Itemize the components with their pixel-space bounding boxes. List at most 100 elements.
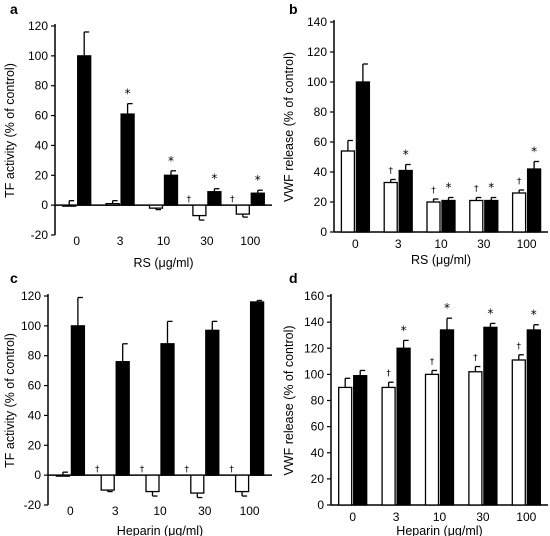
- bar: [424, 373, 440, 506]
- y-tick-label: 100: [28, 49, 48, 63]
- y-tick-label: 80: [35, 79, 49, 93]
- y-tick-label: 100: [307, 75, 327, 89]
- significance-marker: *: [444, 301, 450, 315]
- bar: [511, 192, 527, 233]
- y-axis-label: VWF release (% of control): [282, 325, 296, 475]
- significance-marker: *: [255, 173, 261, 187]
- bar: [250, 192, 265, 206]
- x-tick-label: 100: [240, 504, 260, 518]
- x-axis-label: Heparin (μg/ml): [117, 524, 203, 536]
- x-tick-label: 10: [157, 234, 171, 248]
- y-axis-label: TF activity (% of control): [3, 63, 17, 198]
- y-tick-label: 40: [314, 165, 328, 179]
- bar: [526, 168, 542, 233]
- bar: [234, 474, 250, 493]
- panel-c: -20 0 20 40 60 80 100 120 0 3 10 30 100 † † † † Heparin (…: [3, 270, 272, 536]
- bar: [207, 191, 222, 206]
- bar: [439, 329, 455, 506]
- x-axis-label: RS (μg/ml): [134, 256, 194, 270]
- bar: [145, 474, 160, 493]
- x-tick-label: 100: [517, 237, 537, 251]
- x-tick-label: 100: [240, 234, 260, 248]
- x-tick-label: 30: [476, 510, 490, 524]
- panel-b: 0 20 40 60 80 100 120 140 0 3 10 30 100 † † † † * * * * RS (μ…: [282, 1, 548, 267]
- bar: [105, 202, 120, 206]
- panel-label: d: [289, 270, 298, 286]
- bar: [398, 169, 413, 233]
- y-tick-label: 160: [304, 289, 324, 303]
- y-tick-label: 140: [304, 315, 324, 329]
- y-axis-label: TF activity (% of control): [3, 333, 17, 468]
- bar: [148, 204, 164, 209]
- bar: [396, 347, 411, 506]
- y-tick-label: -20: [31, 228, 49, 242]
- y-tick-label: 100: [21, 319, 41, 333]
- significance-marker: †: [95, 465, 100, 475]
- significance-marker: *: [531, 308, 537, 322]
- bar: [526, 329, 541, 506]
- bar: [77, 55, 92, 206]
- panel-label: a: [10, 1, 18, 17]
- y-tick-label: 140: [307, 15, 327, 29]
- bar: [468, 371, 483, 506]
- bar: [235, 204, 250, 215]
- bar: [381, 386, 396, 506]
- x-tick-label: 30: [200, 234, 214, 248]
- significance-marker: *: [401, 323, 407, 337]
- significance-marker: *: [487, 306, 493, 320]
- bar: [383, 181, 398, 233]
- bar: [483, 326, 498, 506]
- x-tick-label: 3: [395, 237, 402, 251]
- bar: [249, 301, 265, 476]
- x-tick-label: 3: [117, 234, 124, 248]
- y-tick-label: 40: [311, 446, 325, 460]
- significance-marker: *: [125, 87, 131, 101]
- bar: [338, 386, 353, 506]
- y-tick-label: 40: [35, 138, 49, 152]
- significance-marker: †: [430, 357, 435, 367]
- x-tick-label: 30: [477, 237, 491, 251]
- y-tick-label: 40: [28, 408, 42, 422]
- significance-marker: †: [187, 195, 192, 205]
- significance-marker: †: [230, 195, 235, 205]
- y-tick-label: 60: [311, 420, 325, 434]
- y-tick-label: 100: [304, 367, 324, 381]
- significance-marker: *: [168, 154, 174, 168]
- x-tick-label: 0: [73, 234, 80, 248]
- significance-marker: †: [517, 177, 522, 187]
- bar: [511, 359, 526, 506]
- bar: [115, 361, 130, 476]
- y-tick-label: 20: [311, 472, 325, 486]
- y-tick-label: 60: [35, 109, 49, 123]
- bar: [355, 81, 371, 233]
- y-tick-label: 20: [314, 195, 328, 209]
- bar: [190, 474, 205, 494]
- bar: [120, 113, 135, 206]
- y-tick-label: 20: [35, 168, 49, 182]
- y-tick-label: 80: [28, 349, 42, 363]
- x-tick-label: 30: [198, 504, 212, 518]
- x-tick-label: 0: [67, 504, 74, 518]
- y-tick-label: 0: [41, 198, 48, 212]
- x-axis-label: RS (μg/ml): [411, 253, 471, 267]
- significance-marker: †: [474, 185, 479, 195]
- panel-label: b: [289, 1, 298, 17]
- bar: [340, 150, 356, 233]
- x-tick-label: 3: [393, 510, 400, 524]
- bar: [469, 199, 484, 233]
- bar: [160, 343, 175, 476]
- y-tick-label: 80: [311, 394, 325, 408]
- bar: [353, 375, 368, 506]
- x-tick-label: 0: [352, 237, 359, 251]
- panel-d: 0 20 40 60 80 100 120 140 160 0 3 10 30 100 † † † † * * * * He…: [282, 270, 548, 536]
- significance-marker: †: [140, 465, 145, 475]
- significance-marker: *: [446, 181, 452, 195]
- bar: [441, 199, 456, 233]
- bar: [70, 325, 86, 476]
- y-tick-label: 60: [28, 379, 42, 393]
- significance-marker: *: [531, 145, 537, 159]
- y-tick-label: 0: [320, 225, 327, 239]
- bar: [100, 474, 115, 491]
- bar: [55, 474, 71, 477]
